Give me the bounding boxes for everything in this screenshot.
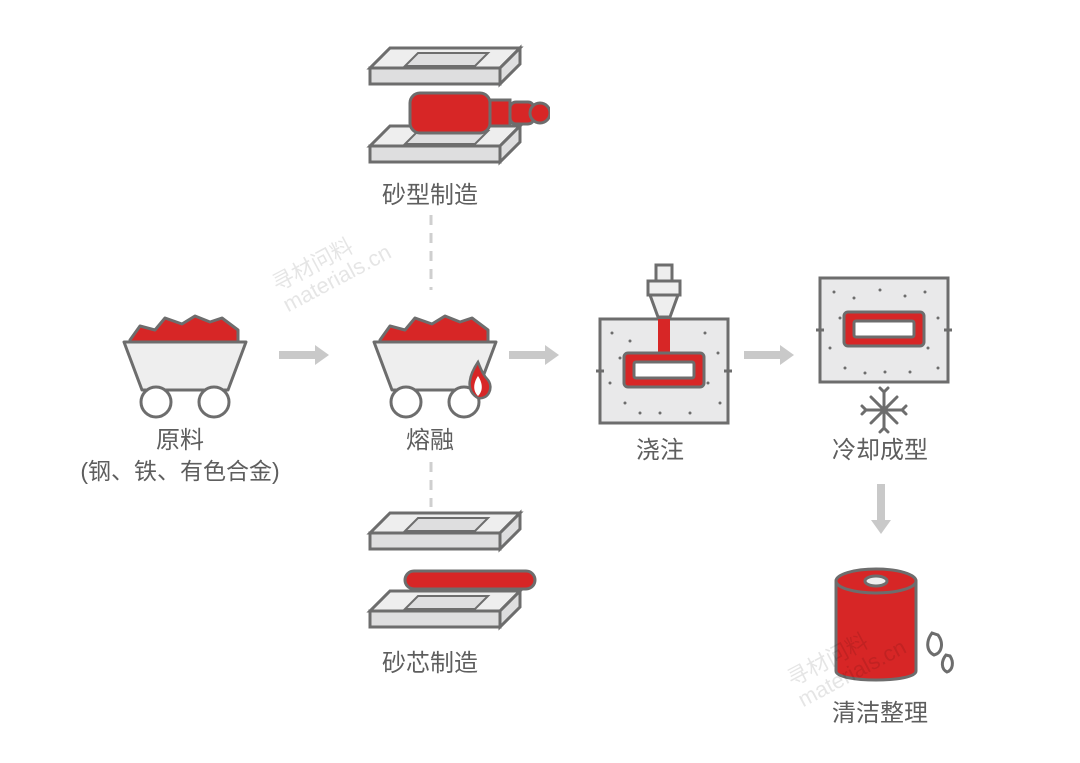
arrow-cool-to-clean [866, 480, 896, 538]
node-melt [360, 292, 510, 422]
arrow-pour-to-cool [740, 340, 798, 370]
node-mold-making [350, 38, 550, 188]
node-raw-material [110, 292, 260, 422]
label-pouring: 浇注 [636, 435, 684, 466]
label-mold-making: 砂型制造 [382, 180, 478, 211]
vline-melt-to-core [428, 462, 434, 507]
label-raw-material: 原料 (钢、铁、有色合金) [80, 425, 279, 487]
label-core-making: 砂芯制造 [382, 648, 478, 679]
label-melt: 熔融 [406, 425, 454, 456]
label-cooling: 冷却成型 [832, 435, 928, 466]
arrow-melt-to-pour [505, 340, 563, 370]
vline-mold-to-melt [428, 215, 434, 290]
label-cleaning: 清洁整理 [832, 698, 928, 729]
label-raw-material-sub: (钢、铁、有色合金) [80, 458, 279, 484]
node-cooling [810, 268, 960, 438]
watermark-1-line1: 寻材问料 [268, 220, 384, 296]
node-core-making [350, 503, 550, 653]
node-pouring [590, 263, 740, 433]
node-cleaning [812, 555, 972, 695]
label-raw-material-text: 原料 [156, 427, 204, 454]
arrow-raw-to-melt [275, 340, 333, 370]
